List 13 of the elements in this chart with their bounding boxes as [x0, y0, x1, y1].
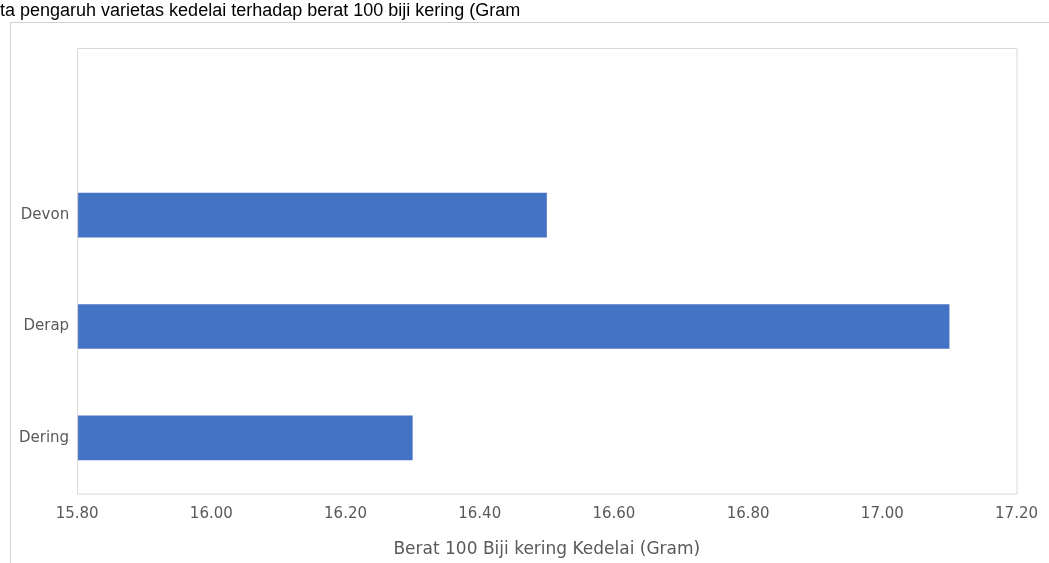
y-tick-label: Dering	[18, 427, 70, 446]
x-tick-label: 16.80	[726, 504, 770, 523]
chart-title: ta pengaruh varietas kedelai terhadap berat 100 biji kering (Gram	[0, 0, 521, 20]
x-tick-label: 16.60	[592, 504, 636, 523]
x-tick-label: 16.20	[324, 504, 368, 523]
x-tick-label: 15.80	[55, 504, 99, 523]
x-tick-label: 17.00	[860, 504, 904, 523]
x-tick-label: 17.20	[995, 504, 1039, 523]
y-tick-label: Devon	[20, 204, 70, 223]
x-tick-label: 16.40	[458, 504, 502, 523]
x-tick-label: 16.00	[189, 504, 233, 523]
x-axis-title: Berat 100 Biji kering Kedelai (Gram)	[393, 538, 701, 559]
y-tick-label: Derap	[23, 316, 70, 335]
